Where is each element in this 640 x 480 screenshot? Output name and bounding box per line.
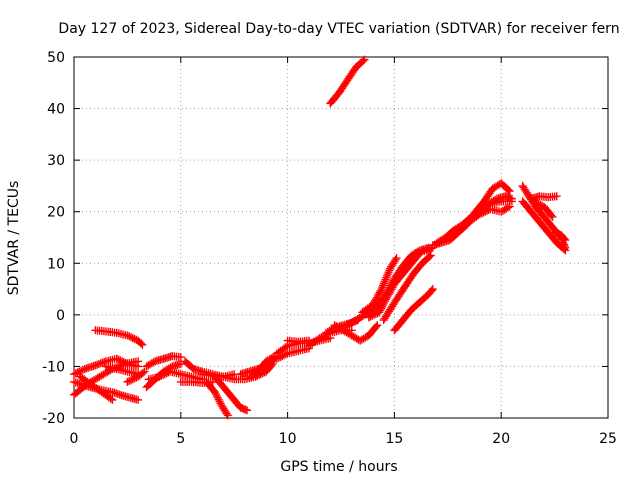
data-series-arc-29: [390, 285, 437, 335]
data-point-markers: [330, 321, 382, 345]
data-series-arc-3: [70, 354, 143, 379]
data-series-arc-38: [527, 192, 561, 203]
data-point-markers: [272, 344, 313, 363]
data-series-arc-40: [326, 55, 369, 108]
data-series-arc-27: [379, 251, 435, 324]
data-point-markers: [411, 243, 437, 257]
x-tick-label: 20: [492, 431, 510, 447]
x-tick-label: 10: [279, 431, 297, 447]
data-point-markers: [123, 367, 149, 386]
x-tick-label: 15: [385, 431, 403, 447]
data-series-arc-34: [465, 197, 516, 224]
data-series-arc-39: [550, 228, 570, 245]
plot-area: [70, 55, 570, 420]
chart-title: Day 127 of 2023, Sidereal Day-to-day VTE…: [58, 21, 619, 37]
data-series-arc-9: [142, 352, 185, 371]
y-tick-label: 40: [47, 102, 65, 118]
data-point-markers: [70, 354, 143, 379]
data-point-markers: [379, 251, 435, 324]
data-series-arc-20: [283, 336, 313, 346]
y-tick-label: 10: [47, 256, 65, 272]
y-tick-label: -10: [42, 359, 65, 375]
data-point-markers: [390, 285, 437, 335]
y-tick-label: -20: [42, 411, 65, 427]
y-tick-label: 50: [47, 50, 65, 66]
data-point-markers: [247, 352, 279, 381]
data-point-markers: [283, 336, 313, 346]
data-point-markers: [142, 352, 185, 371]
y-axis-label: SDTVAR / TECUs: [6, 181, 22, 296]
data-point-markers: [76, 372, 117, 404]
data-point-markers: [518, 197, 570, 255]
data-point-markers: [527, 192, 561, 203]
data-series-arc-5: [91, 326, 147, 349]
axes-frame: [73, 56, 609, 419]
x-axis-ticks: 0 5 10 15 20 25: [70, 57, 617, 447]
grid-lines: [74, 57, 608, 418]
data-point-markers: [202, 377, 232, 420]
y-axis-ticks: -20 -10 0 10 20 30 40 50: [42, 50, 608, 427]
data-series-arc-4: [76, 372, 117, 404]
x-axis-label: GPS time / hours: [280, 459, 397, 475]
data-series-arc-17: [247, 352, 279, 381]
data-series-arc-7: [123, 367, 149, 386]
data-point-markers: [144, 367, 207, 384]
data-point-markers: [465, 197, 516, 224]
y-tick-label: 0: [56, 308, 65, 324]
data-point-markers: [550, 228, 570, 245]
x-tick-label: 25: [599, 431, 617, 447]
data-point-markers: [358, 254, 401, 317]
plot-frame: [73, 56, 609, 419]
data-series-arc-25: [358, 254, 401, 317]
data-series-arc-23: [330, 321, 382, 345]
data-series-arc-19: [272, 344, 313, 363]
y-tick-label: 20: [47, 205, 65, 221]
data-point-markers: [91, 326, 147, 349]
data-series-arc-10: [144, 367, 207, 384]
data-point-markers: [326, 55, 369, 108]
data-series-arc-13: [202, 377, 232, 420]
data-series-arc-30: [411, 243, 437, 257]
data-series-arc-36: [518, 197, 570, 255]
y-tick-label: 30: [47, 153, 65, 169]
x-tick-label: 5: [176, 431, 185, 447]
x-tick-label: 0: [70, 431, 79, 447]
